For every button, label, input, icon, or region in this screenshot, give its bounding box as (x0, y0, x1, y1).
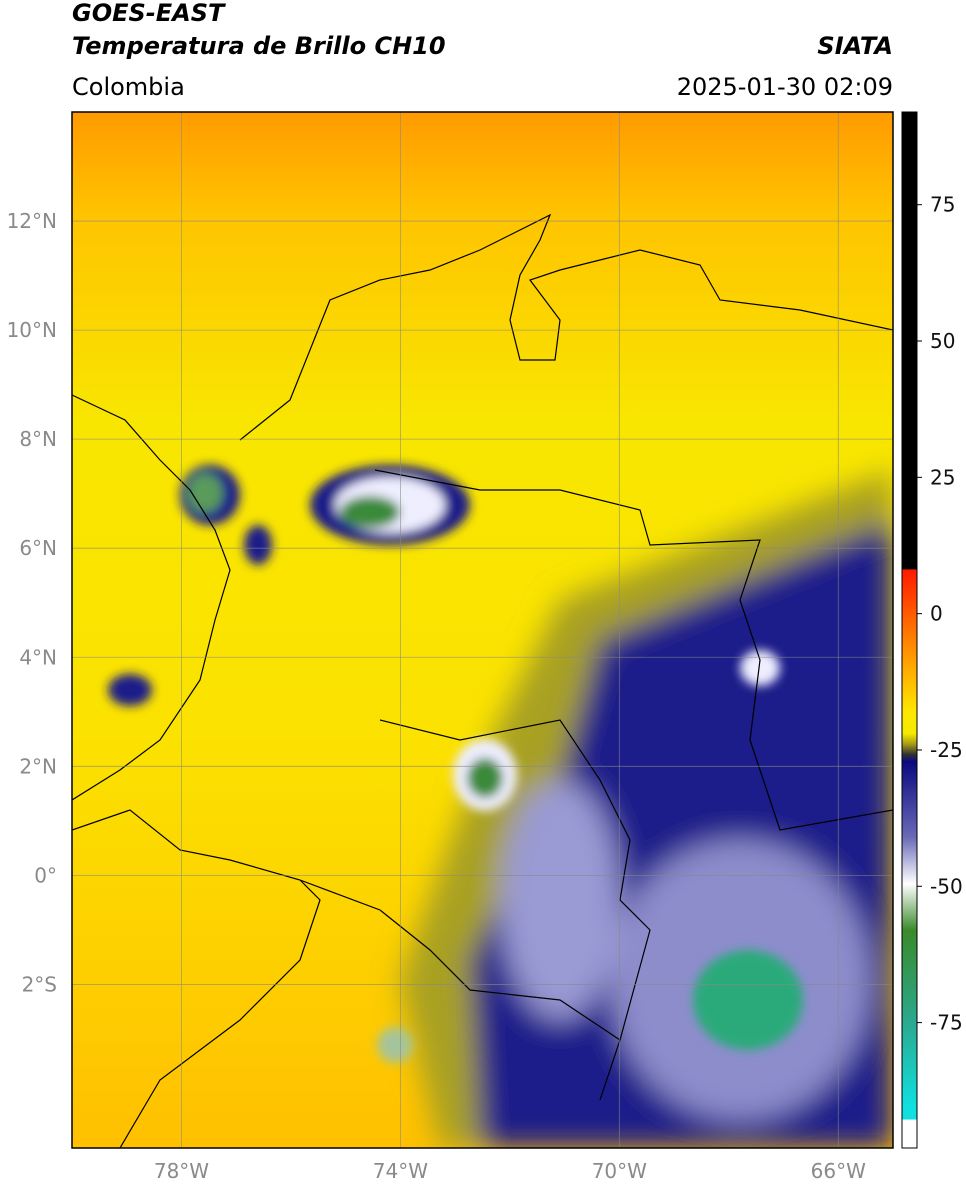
satellite-title: GOES-EAST (72, 0, 226, 27)
colorbar-tick-label: -75 (930, 1011, 963, 1035)
colorbar-tick-label: 25 (930, 465, 955, 489)
lon-tick-label: 70°W (592, 1159, 647, 1183)
colorbar-tick-label: 0 (930, 602, 943, 626)
lat-tick-label: 2°S (22, 972, 57, 996)
colorbar-tick-label: 75 (930, 193, 955, 217)
lat-tick-label: 6°N (19, 536, 57, 560)
product-title: Temperatura de Brillo CH10 (72, 32, 446, 60)
map-frame (71, 111, 894, 1149)
lat-tick-label: 0° (34, 863, 57, 887)
satellite-image (72, 112, 893, 1148)
lat-tick-label: 8°N (19, 427, 57, 451)
lon-tick-label: 78°W (154, 1159, 209, 1183)
lat-tick-label: 4°N (19, 645, 57, 669)
lat-tick-label: 2°N (19, 754, 57, 778)
lon-tick-label: 66°W (811, 1159, 866, 1183)
colorbar (901, 111, 918, 1149)
lat-tick-label: 12°N (7, 209, 57, 233)
colorbar-tick-label: 50 (930, 329, 955, 353)
lon-tick-label: 74°W (373, 1159, 428, 1183)
lat-tick-label: 10°N (7, 318, 57, 342)
datetime: 2025-01-30 02:09 (677, 73, 893, 101)
colorbar-tick-label: -50 (930, 874, 963, 898)
source: SIATA (817, 32, 893, 60)
colorbar-tick-label: -25 (930, 738, 963, 762)
region: Colombia (72, 73, 185, 101)
